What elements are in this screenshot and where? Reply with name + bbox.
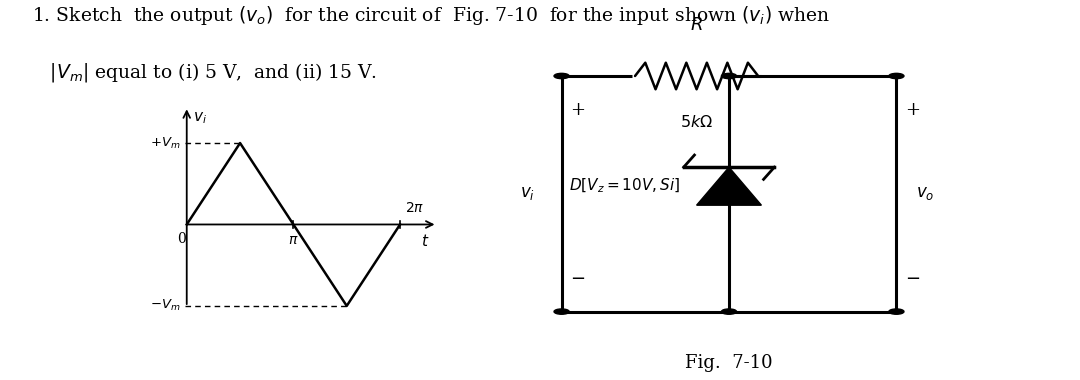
Circle shape [554, 73, 569, 79]
Text: $v_i$: $v_i$ [519, 185, 535, 202]
Text: $2\pi$: $2\pi$ [405, 201, 424, 215]
Text: $5k\Omega$: $5k\Omega$ [680, 114, 713, 131]
Circle shape [721, 309, 737, 314]
Text: $-$: $-$ [570, 268, 585, 287]
Text: $v_o$: $v_o$ [916, 185, 934, 202]
Text: $-$: $-$ [905, 268, 920, 287]
Text: Fig.  7-10: Fig. 7-10 [685, 355, 773, 372]
Text: $|V_m|$ equal to (i) 5 V,  and (ii) 15 V.: $|V_m|$ equal to (i) 5 V, and (ii) 15 V. [32, 61, 377, 84]
Circle shape [889, 73, 904, 79]
Text: $D[V_z = 10V, Si]$: $D[V_z = 10V, Si]$ [569, 177, 680, 195]
Polygon shape [697, 167, 761, 205]
Text: $R$: $R$ [690, 16, 703, 34]
Text: +: + [570, 101, 585, 119]
Text: $-V_m$: $-V_m$ [150, 298, 180, 314]
Circle shape [554, 309, 569, 314]
Circle shape [889, 309, 904, 314]
Text: $+V_m$: $+V_m$ [150, 136, 180, 150]
Text: $v_i$: $v_i$ [193, 110, 207, 126]
Text: $t$: $t$ [421, 233, 430, 249]
Text: $\pi$: $\pi$ [288, 233, 299, 247]
Text: 0: 0 [177, 232, 186, 246]
Text: 1. Sketch  the output $(v_o)$  for the circuit of  Fig. 7-10  for the input show: 1. Sketch the output $(v_o)$ for the cir… [32, 4, 831, 27]
Circle shape [721, 73, 737, 79]
Text: +: + [905, 101, 920, 119]
